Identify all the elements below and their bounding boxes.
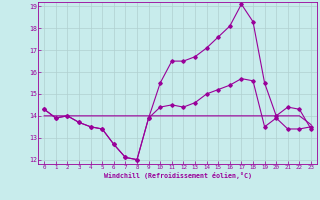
X-axis label: Windchill (Refroidissement éolien,°C): Windchill (Refroidissement éolien,°C) (104, 172, 252, 179)
